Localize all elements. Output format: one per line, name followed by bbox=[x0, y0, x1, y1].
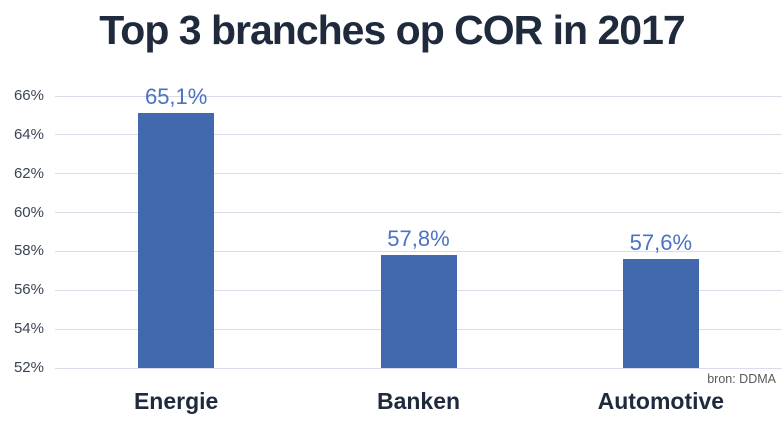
bar-automotive bbox=[622, 259, 699, 368]
gridline bbox=[55, 367, 782, 369]
y-axis-tick-label: 64% bbox=[13, 125, 44, 143]
category-label-banken: Banken bbox=[376, 388, 461, 414]
category-label-energie: Energie bbox=[133, 388, 219, 414]
source-note: bron: DDMA bbox=[707, 372, 776, 386]
gridline bbox=[55, 212, 782, 214]
gridline bbox=[55, 95, 782, 97]
gridline bbox=[55, 173, 782, 175]
y-axis-tick-label: 52% bbox=[13, 359, 44, 376]
gridline bbox=[55, 134, 782, 136]
gridline bbox=[55, 250, 782, 252]
bar-banken bbox=[380, 255, 457, 368]
bar-energie bbox=[138, 113, 215, 368]
value-label-automotive: 57,6% bbox=[629, 230, 693, 256]
value-label-banken: 57,8% bbox=[387, 226, 450, 252]
category-label-automotive: Automotive bbox=[597, 388, 725, 414]
y-axis-tick-label: 60% bbox=[13, 203, 44, 221]
chart-title: Top 3 branches op COR in 2017 bbox=[99, 7, 685, 53]
y-axis-tick-label: 62% bbox=[13, 164, 44, 182]
y-axis-tick-label: 56% bbox=[13, 281, 44, 299]
y-axis-tick-label: 66% bbox=[13, 87, 44, 104]
y-axis-tick-label: 58% bbox=[13, 242, 44, 260]
y-axis-tick-label: 54% bbox=[13, 320, 44, 338]
value-label-energie: 65,1% bbox=[144, 84, 208, 110]
